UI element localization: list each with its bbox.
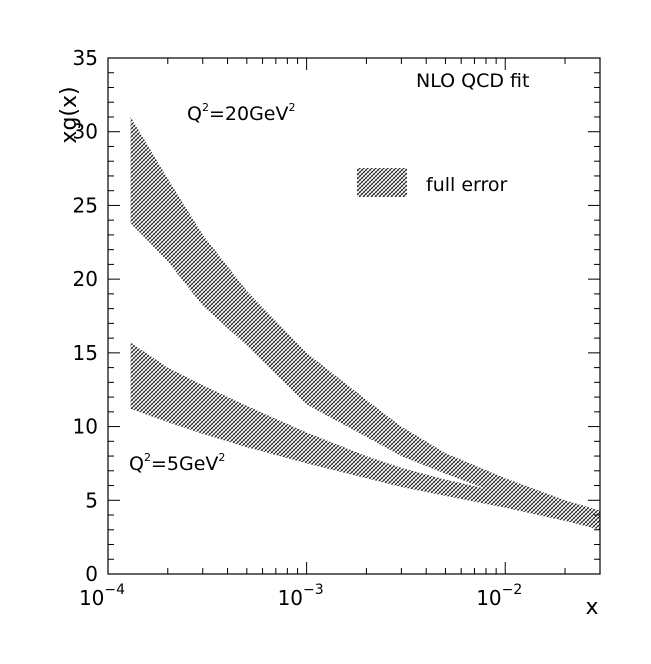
y-axis-label: xg(x) <box>57 86 82 143</box>
error-band-1 <box>130 117 600 526</box>
x-tick-label: 10−3 <box>278 582 324 610</box>
y-tick-label: 5 <box>85 488 98 512</box>
x-tick-label: 10−2 <box>476 582 522 610</box>
y-tick-label: 35 <box>73 46 98 70</box>
y-tick-labels: 0 5 10 15 20 25 30 35 <box>73 46 98 586</box>
y-tick-label: 10 <box>73 415 98 439</box>
q2-5-annotation: Q2=5GeV2 <box>129 451 225 475</box>
legend-swatch <box>357 168 407 197</box>
legend-label: full error <box>426 174 508 196</box>
fit-annotation: NLO QCD fit <box>416 70 529 92</box>
x-tick-labels: 10−4 10−3 10−2 <box>79 582 522 610</box>
y-tick-label: 30 <box>73 120 98 144</box>
y-tick-label: 15 <box>73 341 98 365</box>
axis-ticks <box>107 57 601 575</box>
error-band-2 <box>130 342 600 530</box>
plot-frame <box>107 57 601 575</box>
error-bands <box>130 117 600 530</box>
y-tick-label: 20 <box>73 267 98 291</box>
x-tick-label: 10−4 <box>79 582 125 610</box>
y-tick-label: 0 <box>85 562 98 586</box>
q2-20-annotation: Q2=20GeV2 <box>187 101 295 125</box>
y-tick-label: 25 <box>73 193 98 217</box>
x-axis-label: x <box>585 595 598 620</box>
